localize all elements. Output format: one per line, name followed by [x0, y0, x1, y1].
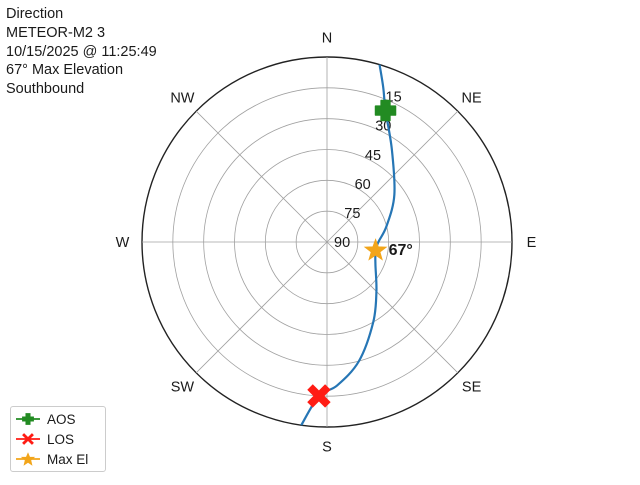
svg-text:67°: 67° [389, 242, 413, 259]
svg-text:SE: SE [462, 380, 482, 396]
svg-text:E: E [527, 235, 537, 251]
svg-text:N: N [322, 31, 332, 47]
svg-text:45: 45 [365, 148, 381, 164]
svg-text:60: 60 [355, 177, 371, 193]
svg-text:90: 90 [334, 235, 350, 251]
svg-text:NW: NW [170, 90, 194, 106]
svg-text:NE: NE [462, 90, 482, 106]
svg-text:S: S [322, 440, 332, 456]
svg-text:SW: SW [171, 380, 195, 396]
svg-text:W: W [116, 235, 130, 251]
svg-text:75: 75 [344, 206, 360, 222]
